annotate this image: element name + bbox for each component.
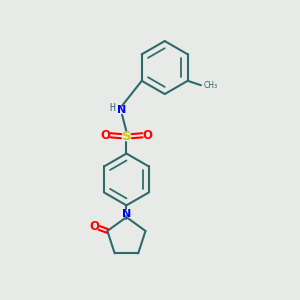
Text: H: H <box>110 103 116 113</box>
Text: S: S <box>122 130 131 143</box>
Text: O: O <box>142 129 153 142</box>
Text: N: N <box>117 105 127 115</box>
Text: CH₃: CH₃ <box>203 81 218 90</box>
Text: O: O <box>100 129 110 142</box>
Text: N: N <box>122 209 131 219</box>
Text: O: O <box>89 220 99 233</box>
